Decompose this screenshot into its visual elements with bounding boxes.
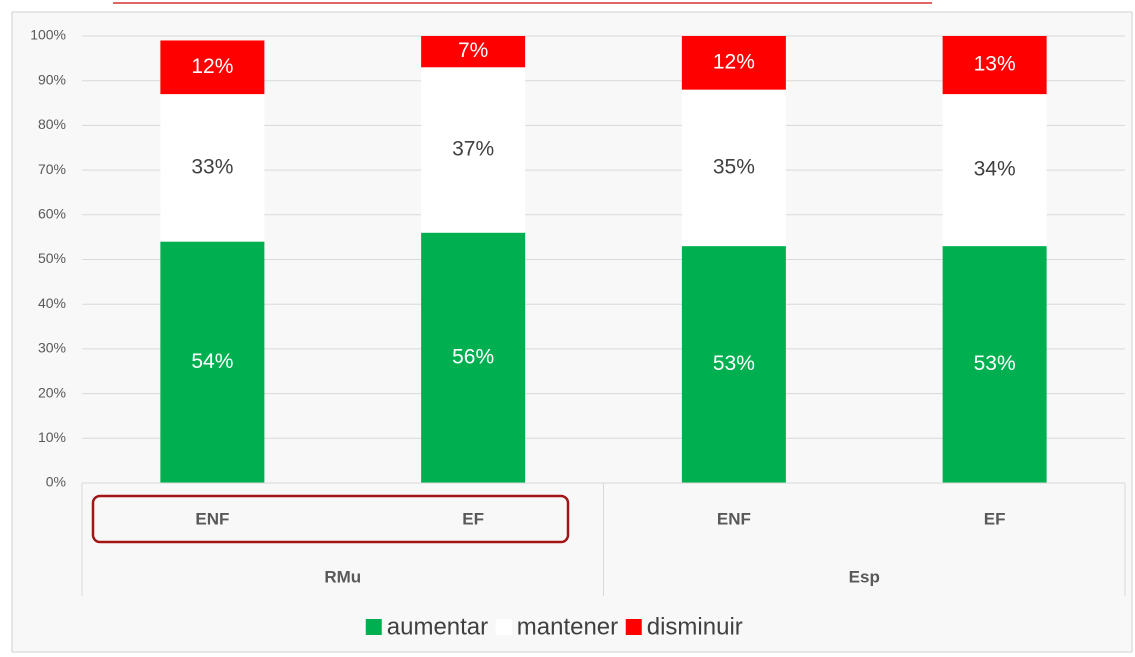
data-label: 53% (713, 352, 755, 375)
group-label: RMu (324, 567, 361, 586)
data-label: 53% (974, 352, 1016, 375)
data-label: 35% (713, 155, 755, 178)
x-tick-label: ENF (717, 509, 751, 528)
y-tick-label: 70% (38, 161, 66, 177)
bar-segment (681, 36, 786, 90)
data-label: 33% (191, 155, 233, 178)
y-tick-label: 80% (38, 116, 66, 132)
bar-segment (681, 246, 786, 483)
bar-segment (942, 94, 1047, 247)
data-label: 37% (452, 138, 494, 161)
legend-label: aumentar (387, 613, 488, 640)
bar-segment (160, 94, 265, 242)
group-label: Esp (849, 567, 880, 586)
bar-segment (160, 40, 265, 95)
bar-segment (942, 246, 1047, 483)
legend-label: disminuir (647, 613, 743, 640)
bar-segment (421, 232, 526, 483)
bar-segment (942, 36, 1047, 95)
data-label: 7% (458, 39, 488, 62)
y-tick-label: 90% (38, 71, 66, 87)
y-tick-label: 50% (38, 250, 66, 266)
bar-segment (160, 241, 265, 483)
data-label: 13% (974, 53, 1016, 76)
legend-label: mantener (517, 613, 618, 640)
x-tick-label: ENF (195, 509, 229, 528)
y-tick-label: 60% (38, 206, 66, 222)
bar-segment (421, 36, 526, 68)
data-label: 12% (713, 50, 755, 73)
legend-swatch (365, 619, 382, 635)
y-tick-label: 0% (46, 474, 66, 490)
x-tick-label: EF (984, 509, 1006, 528)
y-tick-label: 30% (38, 340, 66, 356)
data-label: 56% (452, 345, 494, 368)
y-tick-label: 100% (30, 27, 66, 43)
y-tick-label: 10% (38, 429, 66, 445)
bar-segment (421, 67, 526, 233)
bar-segment (681, 89, 786, 247)
x-tick-label: EF (462, 509, 484, 528)
y-tick-label: 20% (38, 384, 66, 400)
data-label: 54% (191, 350, 233, 373)
legend-swatch (495, 619, 512, 635)
data-label: 12% (191, 55, 233, 78)
y-tick-label: 40% (38, 295, 66, 311)
data-label: 34% (974, 158, 1016, 181)
legend-swatch (625, 619, 642, 635)
highlight-box (91, 494, 570, 544)
